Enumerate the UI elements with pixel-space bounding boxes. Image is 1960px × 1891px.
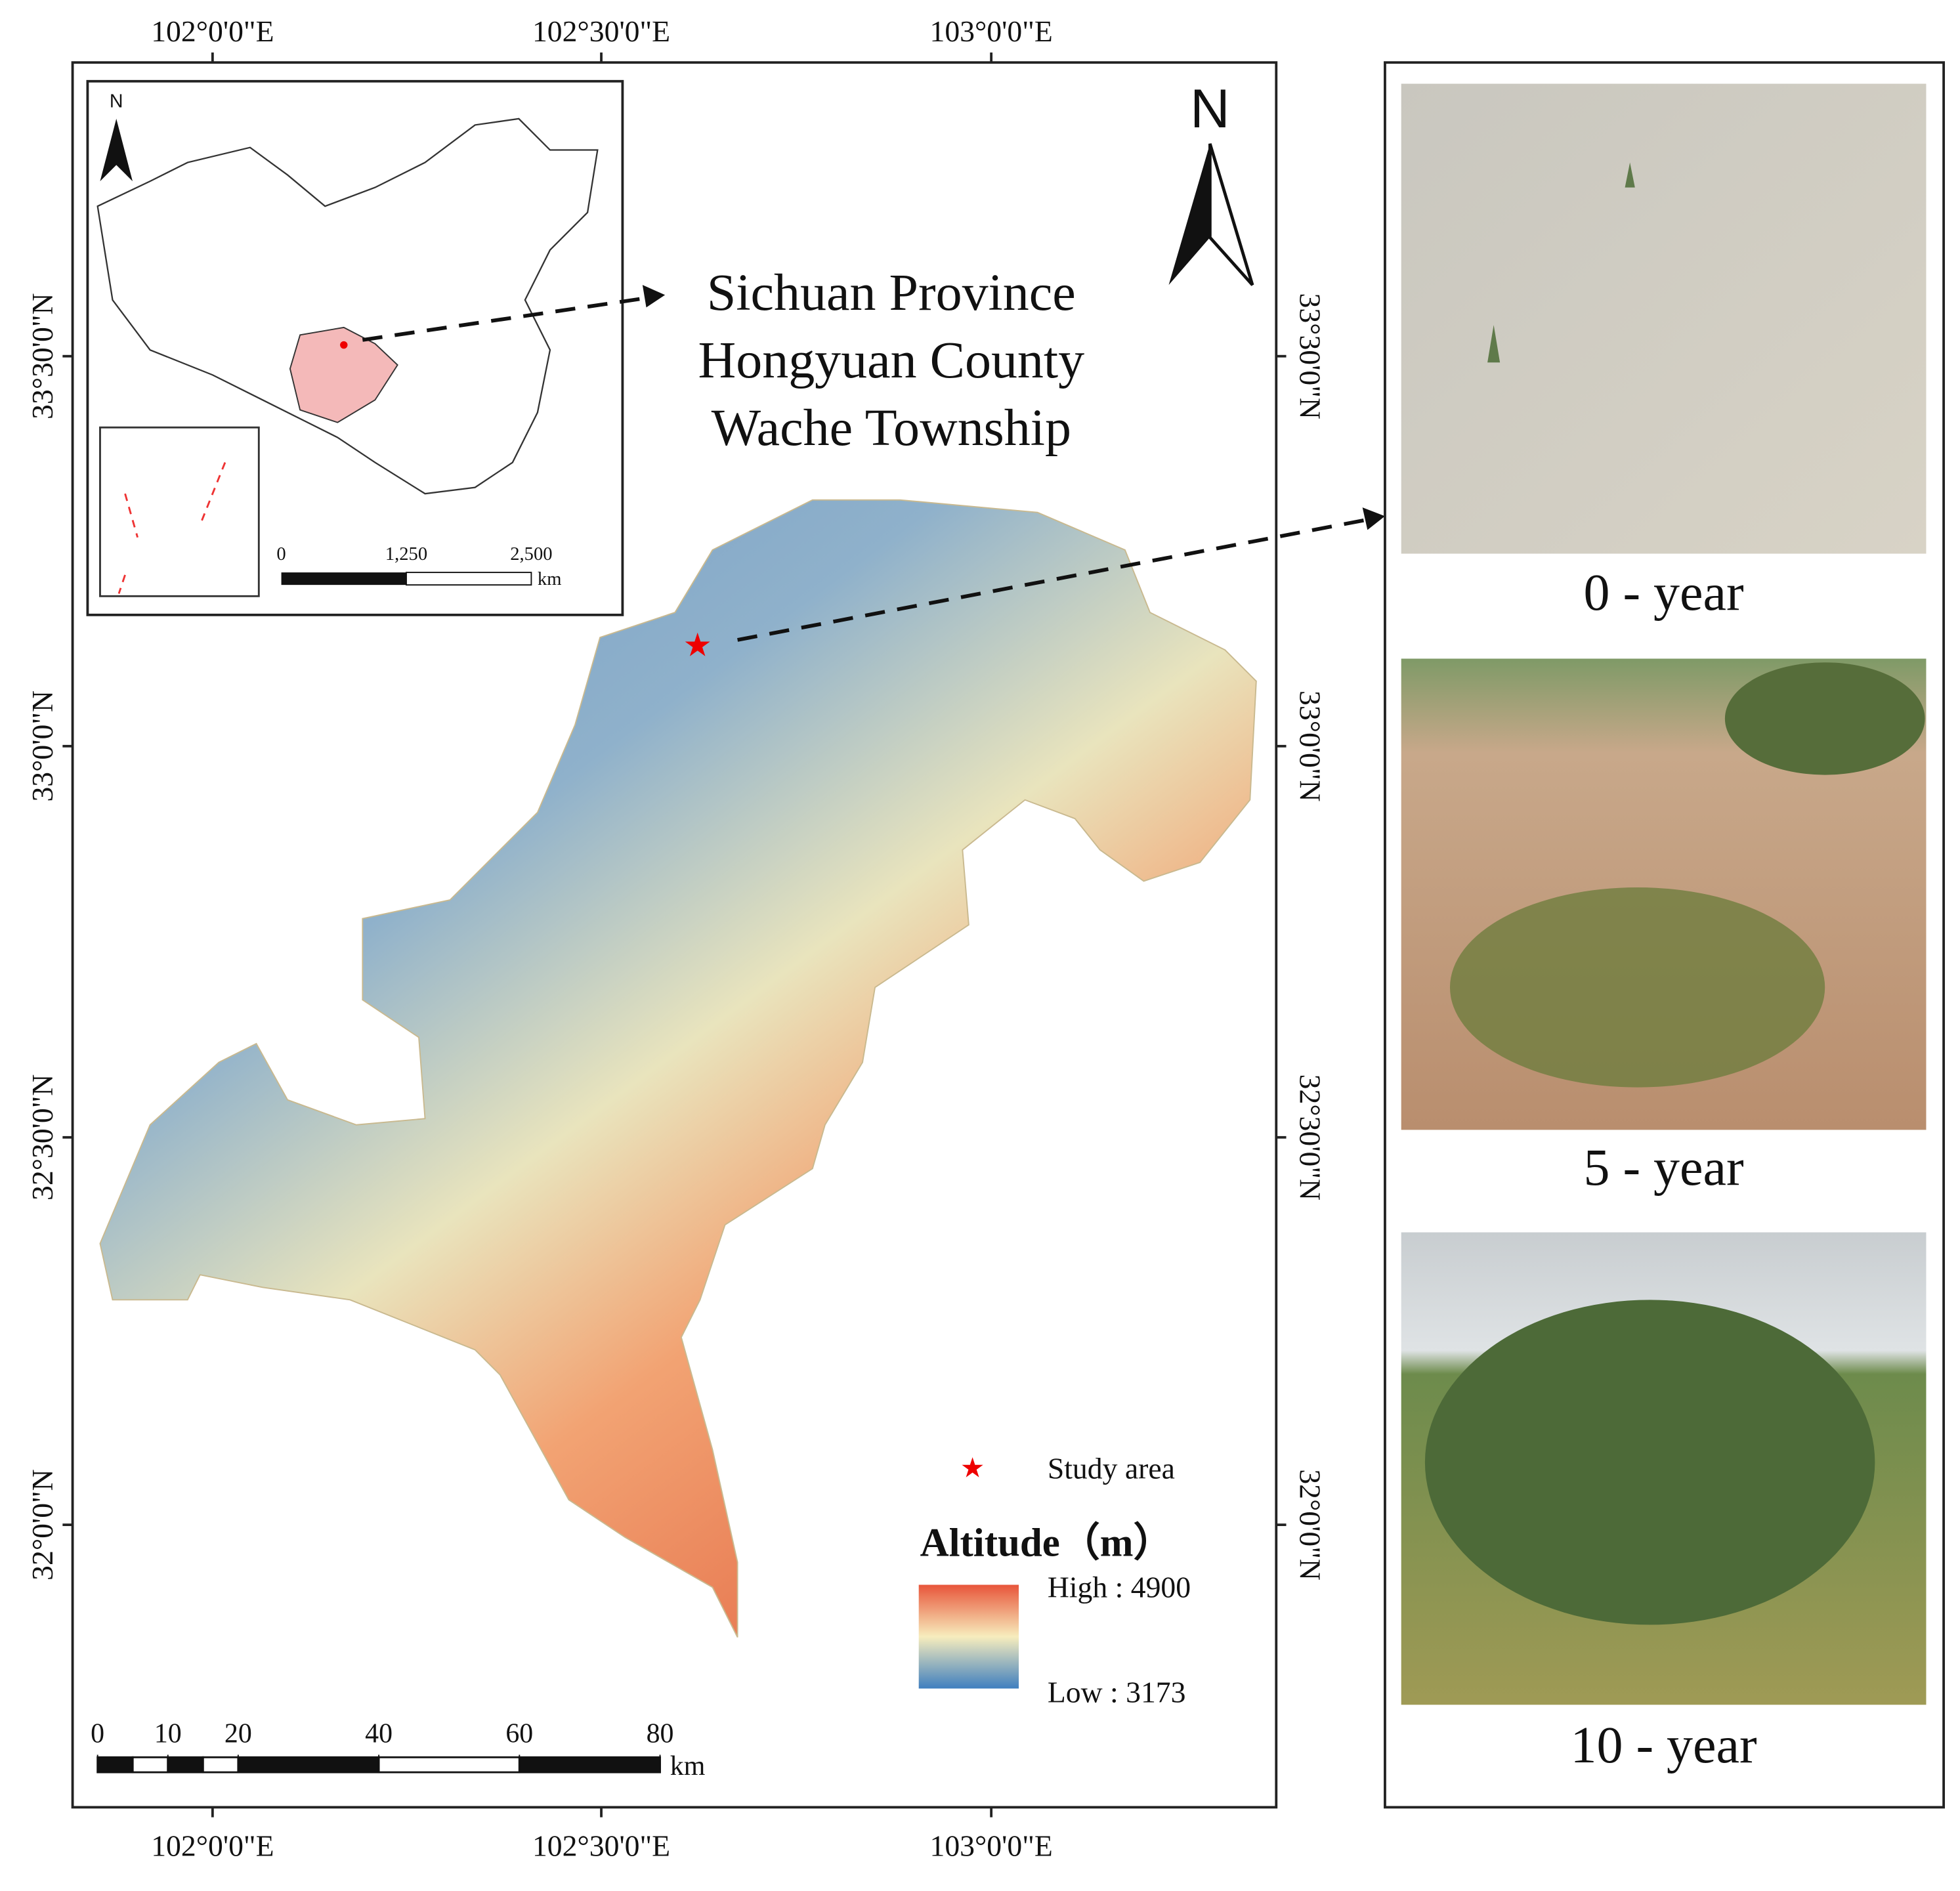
scale-bar-segment — [96, 1756, 134, 1774]
dem-region — [99, 499, 1257, 1638]
frame-ticks — [62, 52, 1287, 1817]
graticule-label: 102°0'0"E — [151, 1829, 274, 1863]
inset-scale-label: 2,500 — [510, 544, 552, 564]
china-outline — [96, 117, 599, 495]
photo-caption: 5 - year — [1583, 1139, 1743, 1197]
graticule-label: 103°0'0"E — [929, 1829, 1052, 1863]
pointer-arrow — [362, 295, 650, 342]
study-star: ★ — [683, 627, 712, 664]
photo-detail — [1424, 1300, 1875, 1625]
graticule-label: 102°30'0"E — [532, 14, 670, 48]
legend-low: Low : 3173 — [1048, 1675, 1186, 1709]
inset-north: N — [110, 91, 123, 112]
scale-bar-label: 0 — [91, 1718, 104, 1749]
photo-detail — [1449, 887, 1825, 1088]
graticule-label: 33°0'0"N — [26, 691, 59, 802]
scale-bar-label: 10 — [154, 1718, 182, 1749]
south-sea-inset — [99, 426, 260, 597]
arrow-head — [1362, 507, 1385, 530]
legend-title: Altitude（m） — [920, 1521, 1174, 1565]
inset-scale-bar — [281, 572, 406, 585]
scale-bar-unit: km — [670, 1751, 706, 1781]
legend-high: High : 4900 — [1048, 1571, 1191, 1604]
location-text: Wache Township — [712, 399, 1071, 457]
inset-scale-unit: km — [538, 569, 561, 589]
graticule-label: 33°30'0"N — [1293, 293, 1327, 419]
boundary-dash — [117, 462, 226, 594]
scale-bar-label: 80 — [647, 1718, 674, 1749]
location-text: Sichuan Province — [707, 264, 1076, 322]
graticule-label: 32°0'0"N — [26, 1469, 59, 1581]
graticule-label: 102°30'0"E — [532, 1829, 670, 1863]
scale-bar-segment — [237, 1756, 380, 1774]
inset-scale-label: 1,250 — [385, 544, 427, 564]
north-arrow — [1168, 143, 1210, 286]
scale-bar-label: 60 — [505, 1718, 533, 1749]
graticule-label: 32°30'0"N — [1293, 1074, 1327, 1200]
map-frame — [71, 61, 1278, 1809]
graticule-label: 33°0'0"N — [1293, 691, 1327, 802]
legend-ramp — [918, 1584, 1019, 1689]
photo-caption: 0 - year — [1583, 564, 1743, 622]
location-text: Hongyuan County — [698, 331, 1084, 389]
scale-bar-segment — [202, 1756, 240, 1774]
scale-bar-segment — [131, 1756, 169, 1774]
inset-scale-bar — [406, 572, 532, 586]
graticule-label: 33°30'0"N — [26, 293, 59, 419]
photo-caption: 10 - year — [1570, 1716, 1757, 1774]
photo-detail — [1724, 662, 1925, 775]
sichuan-shape — [289, 326, 398, 423]
photo-0-year — [1401, 83, 1927, 554]
legend-study-area: Study area — [1048, 1452, 1175, 1485]
graticule-label: 103°0'0"E — [929, 14, 1052, 48]
scale-bar-label: 40 — [365, 1718, 393, 1749]
inset-north-arrow — [100, 118, 133, 182]
inset-point — [340, 341, 348, 349]
photo-frame — [1384, 61, 1946, 1809]
scale-bar-segment — [377, 1756, 521, 1774]
legend-star: ★ — [960, 1454, 985, 1484]
graticule-label: 32°30'0"N — [26, 1074, 59, 1200]
north-label: N — [1190, 77, 1230, 139]
scale-bar-segment — [518, 1756, 661, 1774]
north-arrow — [1208, 143, 1254, 286]
arrow-head — [642, 285, 666, 308]
graticule-label: 32°0'0"N — [1293, 1469, 1327, 1581]
scale-bar-segment — [167, 1756, 204, 1774]
pointer-arrow — [737, 517, 1373, 642]
scale-bar-label: 20 — [224, 1718, 252, 1749]
inset-scale-label: 0 — [276, 544, 286, 564]
graticule-label: 102°0'0"E — [151, 14, 274, 48]
